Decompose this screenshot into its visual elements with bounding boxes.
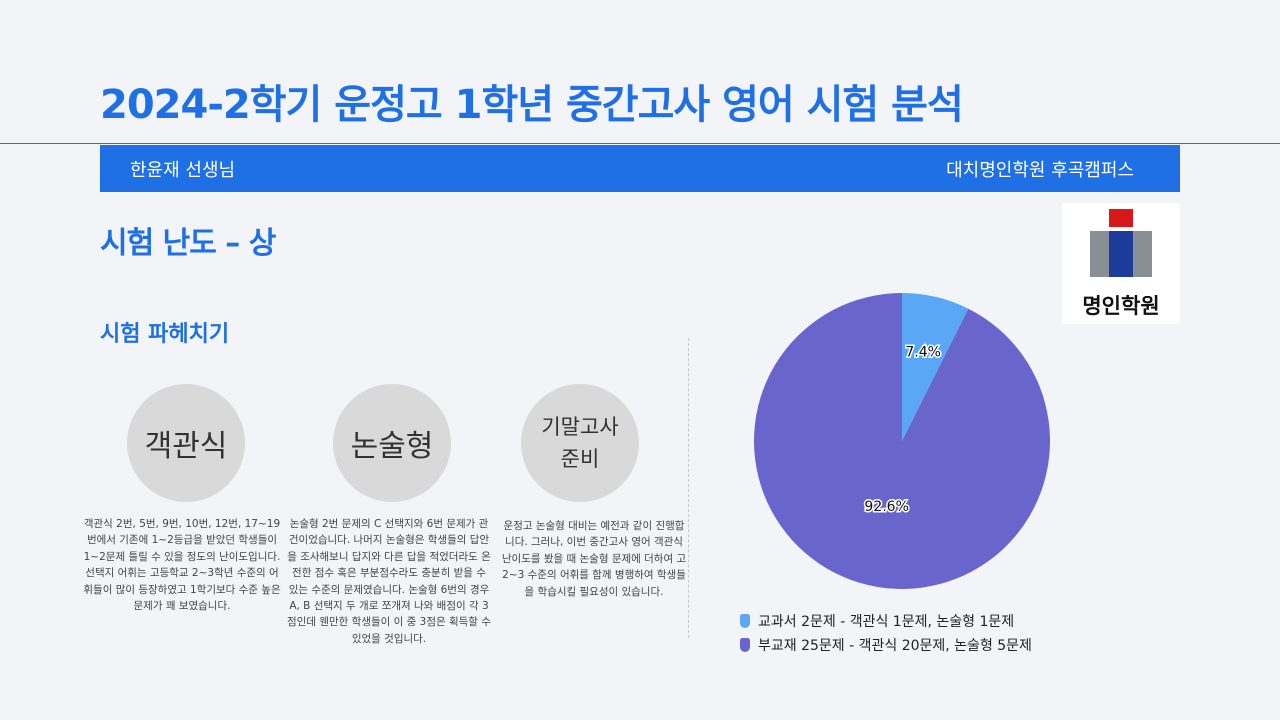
pie-slice: [754, 293, 1050, 589]
legend-label: 부교재 25문제 - 객관식 20문제, 논술형 5문제: [758, 638, 1032, 654]
card-description: 운정고 논술형 대비는 예전과 같이 진행합니다. 그러나, 이번 중간고사 영…: [501, 520, 687, 598]
legend-label: 교과서 2문제 - 객관식 1문제, 논술형 1문제: [758, 614, 1015, 630]
chart-legend: 교과서 2문제 - 객관식 1문제, 논술형 1문제 부교재 25문제 - 객관…: [740, 610, 1032, 658]
card-label: 기말고사 준비: [541, 415, 619, 471]
card-label: 논술형: [350, 429, 434, 464]
logo-text: 명인학원: [1082, 294, 1160, 318]
academy-name: 대치명인학원 후곡캠퍼스: [946, 159, 1134, 181]
logo-mark: [1090, 209, 1152, 277]
card-circle-multiple-choice: 객관식: [127, 384, 245, 502]
legend-item: 교과서 2문제 - 객관식 1문제, 논술형 1문제: [740, 610, 1032, 632]
pie-slice: [902, 293, 969, 441]
logo-small-text: myungin edu: [1104, 278, 1138, 284]
teacher-name: 한윤재 선생님: [130, 159, 236, 181]
section-title: 시험 파헤치기: [100, 322, 230, 347]
legend-swatch: [740, 638, 750, 652]
header-banner: 한윤재 선생님 대치명인학원 후곡캠퍼스: [100, 145, 1180, 192]
divider-line: [0, 143, 1280, 144]
academy-logo: myungin edu 명인학원: [1062, 203, 1180, 324]
legend-swatch: [740, 614, 750, 628]
card-description: 객관식 2번, 5번, 9번, 10번, 12번, 17~19번에서 기존에 1…: [83, 518, 281, 613]
page-title: 2024-2학기 운정고 1학년 중간고사 영어 시험 분석: [100, 82, 964, 128]
card-label: 객관식: [144, 429, 228, 464]
pie-data-label: 7.4%: [905, 345, 941, 361]
card-description: 논술형 2번 문제의 C 선택지와 6번 문제가 관건이었습니다. 나머지 논술…: [287, 518, 491, 645]
legend-item: 부교재 25문제 - 객관식 20문제, 논술형 5문제: [740, 634, 1032, 656]
pie-data-label: 92.6%: [864, 499, 908, 515]
difficulty-heading: 시험 난도 – 상: [100, 226, 276, 261]
card-circle-final-prep: 기말고사 준비: [521, 384, 639, 502]
pie-chart: 7.4% 92.6%: [754, 293, 1050, 589]
dashed-divider: [688, 338, 689, 638]
card-circle-essay: 논술형: [333, 384, 451, 502]
